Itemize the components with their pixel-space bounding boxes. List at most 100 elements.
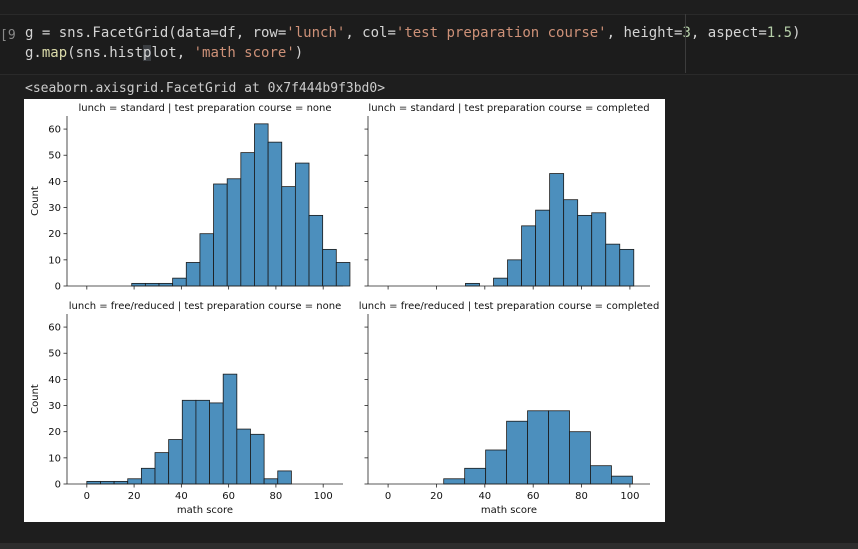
code-token: g. (25, 45, 42, 61)
code-token: , height= (606, 25, 683, 41)
histogram-bar (493, 277, 508, 287)
code-token: 'test preparation course' (395, 25, 607, 41)
histogram-bar (172, 277, 187, 287)
bottom-scrollbar[interactable] (0, 543, 858, 549)
editor-ruler (685, 14, 686, 73)
y-tick-label: 30 (48, 203, 61, 214)
y-tick-label: 0 (55, 282, 61, 293)
histogram-bar (140, 467, 156, 485)
facetgrid-figure: lunch = standard | test preparation cour… (24, 99, 665, 522)
histogram-bar (605, 243, 621, 287)
histogram-bar (563, 199, 579, 287)
histogram-bar (199, 233, 214, 287)
panel-title: lunch = free/reduced | test preparation … (359, 301, 660, 312)
y-tick-label: 50 (48, 349, 61, 360)
code-token: 1.5 (766, 25, 793, 41)
histogram-bar (308, 214, 324, 287)
code-token: ) (294, 45, 304, 61)
y-tick-label: 60 (48, 125, 61, 136)
histogram-bar (254, 123, 269, 287)
histogram-bar (267, 141, 283, 287)
histogram-bar (236, 428, 251, 485)
code-token: , col= (345, 25, 396, 41)
histogram-bar (569, 431, 591, 485)
histogram-bar (322, 248, 337, 287)
code-token: p (143, 45, 152, 61)
histogram-bar (240, 152, 255, 287)
x-tick-label: 20 (128, 491, 141, 502)
code-token: , aspect= (690, 25, 767, 41)
cell-output-text: <seaborn.axisgrid.FacetGrid at 0x7f444b9… (25, 81, 386, 96)
histogram-bar (548, 410, 570, 485)
histogram-bar (464, 467, 487, 485)
x-tick-label: 40 (175, 491, 188, 502)
code-token: map (41, 45, 68, 61)
histogram-bar (577, 214, 593, 287)
histogram-bar (281, 186, 296, 287)
y-tick-label: 40 (48, 375, 61, 386)
x-tick-label: 100 (620, 491, 639, 502)
code-token: lot, (151, 45, 194, 61)
histogram-bar (590, 465, 612, 485)
x-tick-label: 60 (222, 491, 235, 502)
histogram-bar (263, 478, 279, 485)
x-tick-label: 0 (385, 491, 391, 502)
histogram-bar (154, 452, 170, 485)
x-axis-label: math score (481, 505, 537, 516)
x-tick-label: 80 (575, 491, 588, 502)
histogram-bar (294, 162, 310, 287)
histogram-bar (549, 173, 565, 287)
histogram-bar (591, 212, 607, 287)
x-tick-label: 100 (314, 491, 333, 502)
histogram-bar (277, 470, 292, 485)
histogram-bar (250, 433, 265, 485)
panel-title: lunch = standard | test preparation cour… (368, 103, 649, 114)
x-tick-label: 0 (84, 491, 90, 502)
x-axis-label: math score (177, 505, 233, 516)
x-tick-label: 80 (270, 491, 283, 502)
histogram-bar (507, 259, 522, 287)
histogram-bar (619, 248, 635, 287)
code-line[interactable]: g.map(sns.histplot, 'math score') (25, 43, 801, 63)
histogram-bar (443, 478, 466, 485)
code-token: g = sns.FacetGrid(data=df, row= (25, 25, 287, 41)
y-tick-label: 40 (48, 177, 61, 188)
x-tick-label: 60 (527, 491, 540, 502)
code-cell-input[interactable] (0, 14, 858, 75)
histogram-bar (168, 439, 183, 485)
histogram-bar (335, 262, 351, 287)
y-tick-label: 10 (48, 453, 61, 464)
code-token: (sns.hist (67, 45, 144, 61)
histogram-bar (209, 402, 224, 485)
histogram-bar (521, 225, 537, 287)
panel-title: lunch = standard | test preparation cour… (78, 103, 331, 114)
y-tick-label: 0 (55, 480, 61, 491)
histogram-bar (222, 373, 238, 485)
histogram-bar (185, 262, 201, 287)
y-tick-label: 60 (48, 323, 61, 334)
x-tick-label: 40 (478, 491, 491, 502)
code-line[interactable]: g = sns.FacetGrid(data=df, row='lunch', … (25, 23, 801, 43)
histogram-bar (527, 410, 549, 485)
code-token: 'lunch' (286, 25, 346, 41)
y-tick-label: 20 (48, 229, 61, 240)
execution-count: 9] (0, 28, 16, 43)
y-tick-label: 10 (48, 255, 61, 266)
panel-title: lunch = free/reduced | test preparation … (69, 301, 342, 312)
code-token: ) (792, 25, 801, 41)
histogram-bar (611, 475, 633, 485)
histogram-bar (213, 183, 228, 287)
y-tick-label: 20 (48, 427, 61, 438)
code-token: 3 (682, 25, 691, 41)
y-tick-label: 30 (48, 401, 61, 412)
facetgrid-svg: lunch = standard | test preparation cour… (30, 103, 660, 516)
y-axis-label: Count (30, 384, 41, 414)
y-axis-label: Count (30, 186, 41, 216)
y-tick-label: 50 (48, 151, 61, 162)
histogram-bar (226, 178, 242, 287)
histogram-bar (127, 478, 142, 485)
histogram-bar (181, 399, 197, 485)
code-editor[interactable]: g = sns.FacetGrid(data=df, row='lunch', … (25, 23, 801, 63)
histogram-bar (485, 449, 508, 485)
x-tick-label: 20 (430, 491, 443, 502)
